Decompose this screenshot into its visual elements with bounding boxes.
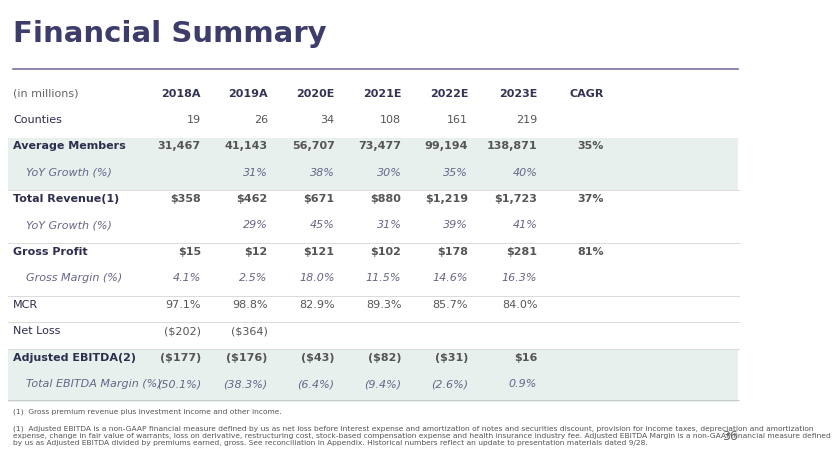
Text: 0.9%: 0.9%	[509, 379, 537, 389]
Text: ($364): ($364)	[231, 326, 267, 336]
Text: (2.6%): (2.6%)	[431, 379, 468, 389]
Text: 38%: 38%	[310, 167, 335, 178]
Text: Total Revenue(1): Total Revenue(1)	[13, 194, 119, 204]
Text: 73,477: 73,477	[358, 141, 402, 151]
Text: 35%: 35%	[578, 141, 604, 151]
Text: $671: $671	[303, 194, 335, 204]
Text: 99,194: 99,194	[425, 141, 468, 151]
Text: 34: 34	[321, 114, 335, 125]
Text: (50.1%): (50.1%)	[157, 379, 201, 389]
Text: $121: $121	[303, 247, 335, 257]
Text: 2.5%: 2.5%	[239, 273, 267, 284]
Text: ($31): ($31)	[435, 353, 468, 363]
Text: 36: 36	[722, 430, 738, 443]
Text: Net Loss: Net Loss	[13, 326, 61, 336]
Text: 89.3%: 89.3%	[366, 300, 402, 310]
Text: 2023E: 2023E	[499, 89, 537, 99]
Text: 16.3%: 16.3%	[501, 273, 537, 284]
Text: 11.5%: 11.5%	[366, 273, 402, 284]
Text: 41%: 41%	[512, 220, 537, 231]
Text: 37%: 37%	[577, 194, 604, 204]
Text: Gross Margin (%): Gross Margin (%)	[27, 273, 122, 284]
Text: 2022E: 2022E	[430, 89, 468, 99]
Text: 45%: 45%	[310, 220, 335, 231]
Text: (in millions): (in millions)	[13, 89, 78, 99]
Text: 19: 19	[187, 114, 201, 125]
Text: $462: $462	[237, 194, 267, 204]
Text: 18.0%: 18.0%	[299, 273, 335, 284]
Text: 82.9%: 82.9%	[299, 300, 335, 310]
Text: 81%: 81%	[577, 247, 604, 257]
Text: 2021E: 2021E	[363, 89, 402, 99]
Text: 85.7%: 85.7%	[432, 300, 468, 310]
Text: 35%: 35%	[443, 167, 468, 178]
Text: 138,871: 138,871	[486, 141, 537, 151]
Text: 108: 108	[381, 114, 402, 125]
Text: $12: $12	[245, 247, 267, 257]
Text: 31,467: 31,467	[157, 141, 201, 151]
Bar	[7, 350, 739, 376]
Text: 41,143: 41,143	[225, 141, 267, 151]
Bar	[7, 376, 739, 402]
Text: $178: $178	[437, 247, 468, 257]
Text: 4.1%: 4.1%	[172, 273, 201, 284]
Text: 31%: 31%	[243, 167, 267, 178]
Text: $1,723: $1,723	[495, 194, 537, 204]
Text: 31%: 31%	[377, 220, 402, 231]
Text: 161: 161	[447, 114, 468, 125]
Text: ($43): ($43)	[301, 353, 335, 363]
Text: $358: $358	[170, 194, 201, 204]
Text: 29%: 29%	[243, 220, 267, 231]
Text: 97.1%: 97.1%	[166, 300, 201, 310]
Text: 26: 26	[253, 114, 267, 125]
Bar	[7, 164, 739, 190]
Text: 98.8%: 98.8%	[232, 300, 267, 310]
Text: 56,707: 56,707	[292, 141, 335, 151]
Text: 84.0%: 84.0%	[501, 300, 537, 310]
Text: Financial Summary: Financial Summary	[13, 20, 327, 48]
Text: (6.4%): (6.4%)	[297, 379, 335, 389]
Text: $1,219: $1,219	[425, 194, 468, 204]
Text: Counties: Counties	[13, 114, 62, 125]
Text: 2019A: 2019A	[228, 89, 267, 99]
Text: YoY Growth (%): YoY Growth (%)	[27, 220, 112, 231]
Text: 39%: 39%	[443, 220, 468, 231]
Text: 219: 219	[516, 114, 537, 125]
Text: 2018A: 2018A	[162, 89, 201, 99]
Text: (9.4%): (9.4%)	[364, 379, 402, 389]
Bar	[7, 138, 739, 164]
Text: ($202): ($202)	[164, 326, 201, 336]
Text: Gross Profit: Gross Profit	[13, 247, 87, 257]
Text: (38.3%): (38.3%)	[223, 379, 267, 389]
Text: ($176): ($176)	[227, 353, 267, 363]
Text: 40%: 40%	[512, 167, 537, 178]
Text: CAGR: CAGR	[570, 89, 604, 99]
Text: $102: $102	[371, 247, 402, 257]
Text: YoY Growth (%): YoY Growth (%)	[27, 167, 112, 178]
Text: Total EBITDA Margin (%): Total EBITDA Margin (%)	[27, 379, 162, 389]
Text: Average Members: Average Members	[13, 141, 126, 151]
Text: $880: $880	[371, 194, 402, 204]
Text: ($82): ($82)	[368, 353, 402, 363]
Text: 30%: 30%	[377, 167, 402, 178]
Text: 2020E: 2020E	[297, 89, 335, 99]
Text: ($177): ($177)	[160, 353, 201, 363]
Text: $16: $16	[514, 353, 537, 363]
Text: MCR: MCR	[13, 300, 38, 310]
Text: $15: $15	[177, 247, 201, 257]
Text: (1)  Adjusted EBITDA is a non-GAAP financial measure defined by us as net loss b: (1) Adjusted EBITDA is a non-GAAP financ…	[13, 426, 831, 446]
Text: $281: $281	[506, 247, 537, 257]
Text: (1)  Gross premium revenue plus investment income and other income.: (1) Gross premium revenue plus investmen…	[13, 409, 282, 415]
Text: 14.6%: 14.6%	[432, 273, 468, 284]
Text: Adjusted EBITDA(2): Adjusted EBITDA(2)	[13, 353, 136, 363]
